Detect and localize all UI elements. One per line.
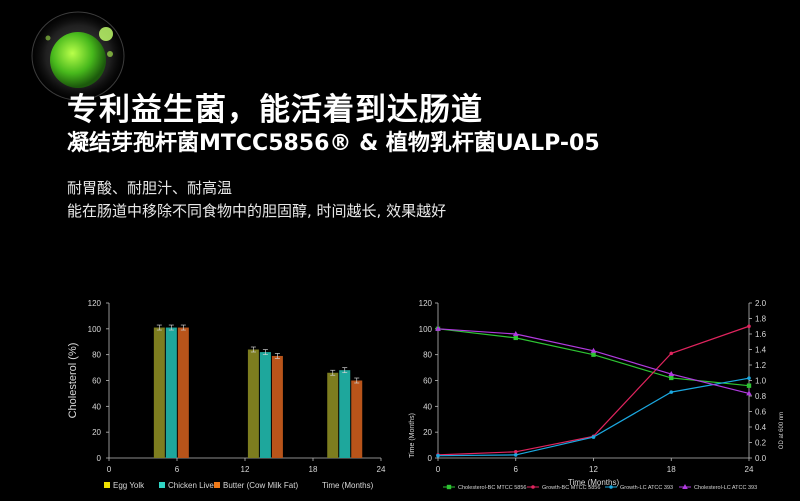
data-point	[513, 450, 518, 454]
y2-tick-label: 1.0	[755, 377, 767, 386]
legend-label: Butter (Cow Milk Fat)	[223, 481, 298, 490]
legend-label: Egg Yolk	[113, 481, 145, 490]
x-tick-label: 24	[745, 465, 754, 474]
legend-label: Cholesterol-LC ATCC 393	[694, 485, 757, 491]
x-tick-label: 6	[175, 465, 180, 474]
data-point	[435, 325, 441, 331]
bar	[339, 370, 351, 458]
data-point	[669, 390, 674, 394]
data-point	[531, 485, 535, 489]
x-axis-title: Time (Months)	[322, 481, 374, 490]
y2-tick-label: 0.6	[755, 408, 767, 417]
bar	[259, 352, 271, 458]
legend-label: Growth-LC ATCC 393	[620, 485, 673, 491]
data-point	[591, 352, 596, 357]
y-tick-label: 0	[428, 454, 433, 463]
description-line-2: 能在肠道中移除不同食物中的胆固醇, 时间越长, 效果越好	[67, 202, 447, 220]
bacteria-cell-illustration	[31, 11, 125, 101]
data-point	[746, 390, 752, 396]
bar	[153, 327, 165, 458]
page-title: 专利益生菌，能活着到达肠道	[67, 92, 483, 128]
data-point	[747, 376, 751, 380]
data-point	[446, 484, 452, 490]
y-tick-label: 120	[419, 299, 433, 308]
page-subtitle: 凝结芽孢杆菌MTCC5856® & 植物乳杆菌UALP-05	[67, 131, 600, 156]
y2-tick-label: 1.4	[755, 346, 767, 355]
y-tick-label: 100	[88, 325, 102, 334]
y2-tick-label: 0.2	[755, 439, 767, 448]
y-tick-label: 80	[92, 351, 101, 360]
data-point	[512, 331, 519, 336]
y-tick-label: 20	[423, 428, 432, 437]
y-tick-label: 40	[423, 402, 432, 411]
description: 耐胃酸、耐胆汁、耐高温 能在肠道中移除不同食物中的胆固醇, 时间越长, 效果越好	[67, 177, 446, 223]
bar	[165, 327, 177, 458]
y-tick-label: 80	[423, 351, 432, 360]
y-tick-label: 60	[92, 377, 101, 386]
legend-swatch	[214, 482, 220, 488]
x-tick-label: 0	[436, 465, 441, 474]
y-axis-title: Time (Months)	[409, 413, 416, 458]
legend-swatch	[104, 482, 110, 488]
bar	[271, 355, 283, 458]
bar	[327, 372, 339, 458]
y2-tick-label: 2.0	[755, 299, 767, 308]
y-axis-title: Cholesterol (%)	[67, 343, 79, 419]
x-tick-label: 18	[667, 465, 676, 474]
x-tick-label: 12	[241, 465, 250, 474]
y2-tick-label: 1.8	[755, 315, 767, 324]
y2-tick-label: 1.2	[755, 361, 767, 370]
y2-axis-title: OD at 600 nm	[779, 412, 785, 449]
bar	[177, 327, 189, 458]
data-point	[668, 371, 675, 377]
cholesterol-growth-line-chart: 0204060801001200.00.20.40.60.81.01.21.41…	[409, 299, 785, 491]
y2-tick-label: 1.6	[755, 330, 767, 339]
y-tick-label: 20	[92, 428, 101, 437]
x-tick-label: 18	[309, 465, 318, 474]
legend-label: Growth-BC MTCC 5856	[542, 485, 600, 491]
y2-tick-label: 0.8	[755, 392, 767, 401]
bar	[351, 380, 363, 458]
data-point	[747, 324, 751, 329]
data-point	[609, 485, 613, 489]
y-tick-label: 60	[423, 377, 432, 386]
y-tick-label: 100	[419, 325, 433, 334]
y2-tick-label: 0.0	[755, 454, 767, 463]
data-point	[669, 375, 674, 381]
y-tick-label: 120	[88, 299, 102, 308]
legend-label: Cholesterol-BC MTCC 5856	[458, 485, 526, 491]
data-point	[682, 484, 688, 489]
data-point	[513, 335, 518, 341]
series-line	[437, 328, 750, 394]
data-point	[590, 347, 597, 353]
data-point	[436, 453, 440, 458]
x-tick-label: 24	[377, 465, 386, 474]
y-tick-label: 0	[97, 454, 102, 463]
series-line	[437, 328, 750, 387]
x-tick-label: 0	[107, 465, 112, 474]
data-point	[591, 435, 596, 439]
data-point	[669, 351, 674, 356]
x-tick-label: 6	[514, 465, 519, 474]
data-point	[746, 383, 752, 388]
legend-swatch	[159, 482, 165, 488]
series-line	[437, 377, 750, 457]
x-tick-label: 12	[589, 465, 598, 474]
x-axis-title: Time (Months)	[568, 478, 620, 487]
bar	[247, 349, 259, 458]
legend-label: Chicken Liver	[168, 481, 217, 490]
y2-tick-label: 0.4	[755, 423, 767, 432]
y-tick-label: 40	[92, 402, 101, 411]
description-line-1: 耐胃酸、耐胆汁、耐高温	[67, 179, 233, 197]
cholesterol-bar-chart: 0 20 40 60 80 100 120 0 6 12 18 24 Cholesterol (%) Eg…	[67, 299, 386, 490]
data-point	[513, 453, 518, 457]
